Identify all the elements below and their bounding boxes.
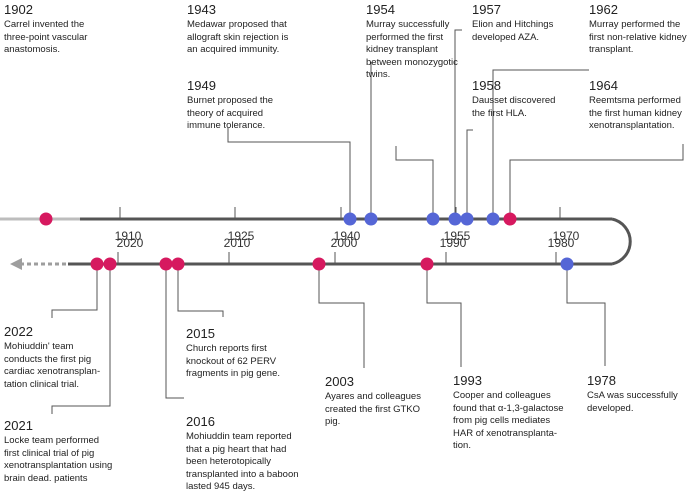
event-text: Dausset discovered the first HLA. <box>472 95 556 119</box>
event-year: 1964 <box>589 78 618 93</box>
connector-1978 <box>566 264 606 366</box>
tick-label-1970: 1970 <box>553 229 580 243</box>
connector-2022 <box>51 264 98 318</box>
dot-1954 <box>426 212 440 226</box>
dot-1978 <box>560 257 574 271</box>
dot-2016 <box>159 257 173 271</box>
event-year: 1957 <box>472 2 501 17</box>
event-1954: 1954 Murray successfully performed the f… <box>366 2 466 82</box>
event-2022: 2022 Mohiuddin' team conducts the first … <box>4 324 154 391</box>
event-2003: 2003 Ayares and colleagues created the f… <box>325 374 455 429</box>
event-text: Ayares and colleagues created the first … <box>325 391 421 427</box>
connector-2015 <box>177 264 224 317</box>
event-text: Medawar proposed that allograft skin rej… <box>187 19 289 55</box>
tick-label-1955: 1955 <box>444 229 471 243</box>
dot-1943 <box>364 212 378 226</box>
tick-label-2020: 2020 <box>117 236 144 250</box>
event-1978: 1978 CsA was successfully developed. <box>587 373 695 415</box>
event-year: 1949 <box>187 78 216 93</box>
dot-1957 <box>448 212 462 226</box>
dot-1949 <box>343 212 357 226</box>
event-year: 1954 <box>366 2 395 17</box>
event-text: Cooper and colleagues found that α-1,3-g… <box>453 390 564 451</box>
event-year: 2003 <box>325 374 354 389</box>
connector-1993 <box>426 264 462 367</box>
event-year: 1962 <box>589 2 618 17</box>
event-2015: 2015 Church reports first knockout of 62… <box>186 326 316 381</box>
event-year: 1958 <box>472 78 501 93</box>
tick-label-1910: 1910 <box>115 229 142 243</box>
future-arrow-head <box>10 258 22 270</box>
event-year: 1993 <box>453 373 482 388</box>
event-1958: 1958 Dausset discovered the first HLA. <box>472 78 582 120</box>
event-year: 2021 <box>4 418 33 433</box>
dot-1993 <box>420 257 434 271</box>
dot-1902 <box>39 212 53 226</box>
event-text: Reemtsma performed the first human kidne… <box>589 95 682 131</box>
event-text: CsA was successfully developed. <box>587 390 678 414</box>
dot-2022 <box>90 257 104 271</box>
event-text: Mohiuddin' team conducts the first pig c… <box>4 341 101 390</box>
event-year: 2015 <box>186 326 215 341</box>
connector-2021 <box>51 264 111 414</box>
event-1957: 1957 Elion and Hitchings developed AZA. <box>472 2 582 44</box>
event-2021: 2021 Locke team performed first clinical… <box>4 418 154 485</box>
connector-2016 <box>165 264 184 399</box>
connector-1954 <box>395 146 434 219</box>
tick-label-1990: 1990 <box>440 236 467 250</box>
connector-1964 <box>509 144 684 219</box>
event-year: 2016 <box>186 414 215 429</box>
timeline-curve <box>611 217 632 266</box>
event-1962: 1962 Murray performed the first non-rela… <box>589 2 697 57</box>
event-year: 1943 <box>187 2 216 17</box>
connector-lines <box>51 29 684 414</box>
event-1943: 1943 Medawar proposed that allograft ski… <box>187 2 347 57</box>
event-text: Elion and Hitchings developed AZA. <box>472 19 554 43</box>
tick-label-1980: 1980 <box>548 236 575 250</box>
bottom-ticks <box>117 252 557 264</box>
dot-1962 <box>486 212 500 226</box>
dot-2021 <box>103 257 117 271</box>
event-1993: 1993 Cooper and colleagues found that α-… <box>453 373 593 453</box>
event-year: 1902 <box>4 2 33 17</box>
event-text: Burnet proposed the theory of acquired i… <box>187 95 274 131</box>
dot-1958 <box>460 212 474 226</box>
connector-2003 <box>318 264 365 368</box>
tick-label-1940: 1940 <box>334 229 361 243</box>
dot-2015 <box>171 257 185 271</box>
connector-1949 <box>227 128 351 219</box>
connector-1958 <box>466 129 473 219</box>
event-1902: 1902 Carrel invented the three-point vas… <box>4 2 179 57</box>
dot-2003 <box>312 257 326 271</box>
event-text: Carrel invented the three-point vascular… <box>4 19 88 55</box>
tick-label-2010: 2010 <box>224 236 251 250</box>
event-text: Mohiuddin team reported that a pig heart… <box>186 431 299 492</box>
event-1964: 1964 Reemtsma performed the first human … <box>589 78 697 133</box>
tick-label-2000: 2000 <box>331 236 358 250</box>
event-year: 2022 <box>4 324 33 339</box>
event-text: Church reports first knockout of 62 PERV… <box>186 343 281 379</box>
connector-1957 <box>454 29 462 219</box>
event-dots <box>39 212 574 271</box>
event-1949: 1949 Burnet proposed the theory of acqui… <box>187 78 337 133</box>
event-text: Murray successfully performed the first … <box>366 19 458 80</box>
connector-1962 <box>492 69 589 219</box>
event-text: Murray performed the first non-relative … <box>589 19 687 55</box>
tick-label-1925: 1925 <box>228 229 255 243</box>
event-text: Locke team performed first clinical tria… <box>4 435 113 484</box>
event-2016: 2016 Mohiuddin team reported that a pig … <box>186 414 336 494</box>
event-year: 1978 <box>587 373 616 388</box>
dot-1964 <box>503 212 517 226</box>
